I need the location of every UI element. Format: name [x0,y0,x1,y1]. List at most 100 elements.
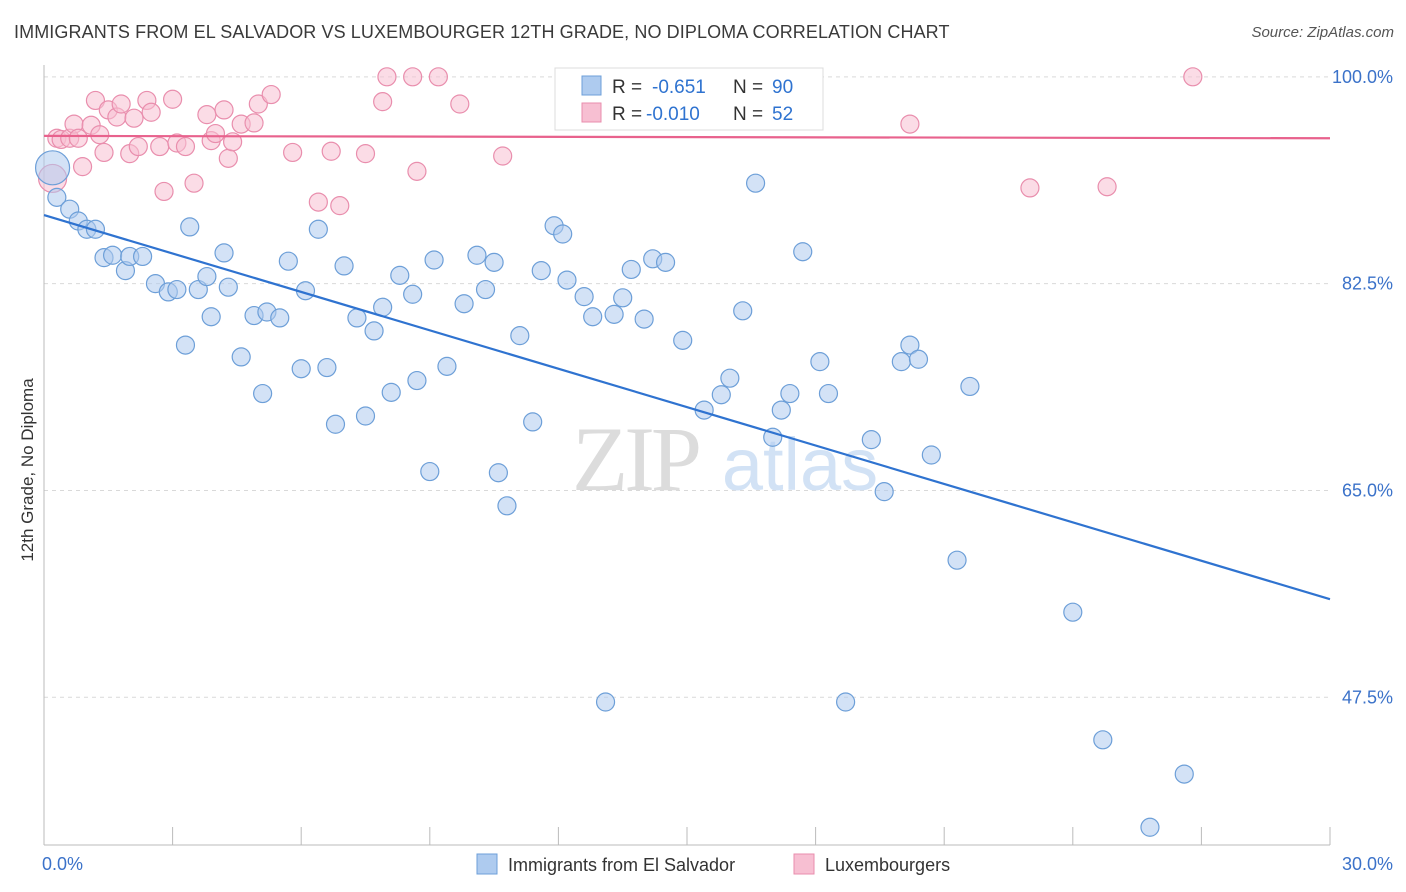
point-el-salvador-87 [1093,730,1113,750]
point-el-salvador-56 [574,287,594,307]
stats-n-value-pink: 52 [772,104,793,125]
point-luxembourgers-28 [214,100,234,120]
point-luxembourgers-18 [141,102,161,122]
point-el-salvador-83 [921,445,941,465]
point-el-salvador-26 [278,251,298,271]
stats-swatch-pink [581,102,602,123]
stats-n-value-blue: 90 [772,77,793,98]
point-el-salvador-25 [270,308,290,328]
point-luxembourgers-8 [85,90,106,111]
point-el-salvador-27 [291,359,311,379]
trend-line-luxembourgers [43,134,1331,140]
y-tick-label-0: 47.5% [1342,687,1393,707]
point-luxembourgers-37 [321,141,341,161]
point-el-salvador-30 [317,357,337,378]
point-luxembourgers-49 [1097,177,1117,197]
point-el-salvador-41 [420,461,440,482]
point-el-salvador-64 [655,252,676,272]
point-el-salvador-72 [771,400,791,420]
point-luxembourgers-24 [184,173,204,193]
legend-label-blue: Immigrants from El Salvador [508,855,735,875]
point-el-salvador-38 [390,265,410,285]
point-el-salvador-75 [810,352,830,372]
point-luxembourgers-46 [493,146,513,166]
point-el-salvador-55 [557,270,577,290]
point-el-salvador-54 [553,224,573,244]
point-el-salvador-82 [908,349,929,369]
source-credit: Source: ZipAtlas.com [1251,24,1394,41]
stats-n-label-pink: N = [733,104,763,125]
point-el-salvador-71 [763,427,783,447]
point-luxembourgers-42 [403,67,423,87]
series-luxembourgers [37,67,1203,216]
point-el-salvador-31 [325,414,346,434]
point-luxembourgers-43 [407,161,427,181]
point-luxembourgers-20 [154,181,174,202]
stats-swatch-blue [581,75,602,96]
point-luxembourgers-19 [150,136,170,157]
point-el-salvador-59 [604,304,624,324]
point-luxembourgers-29 [218,148,238,168]
point-luxembourgers-44 [428,67,448,87]
point-luxembourgers-25 [197,105,217,125]
point-el-salvador-21 [231,347,251,367]
stats-r-value-blue: -0.651 [652,77,706,98]
point-el-salvador-29 [308,219,328,239]
point-el-salvador-45 [467,245,487,265]
series-legend: Immigrants from El Salvador Luxembourger… [476,853,950,875]
point-el-salvador-86 [1063,602,1083,622]
point-el-salvador-15 [175,335,196,355]
point-el-salvador-49 [497,496,517,516]
point-el-salvador-79 [874,482,894,502]
point-el-salvador-18 [201,307,221,327]
axes [43,65,1331,846]
point-el-salvador-88 [1140,817,1160,837]
point-el-salvador-57 [583,307,603,327]
point-el-salvador-61 [621,259,641,280]
point-el-salvador-33 [347,308,367,328]
point-el-salvador-10 [132,246,153,267]
point-luxembourgers-21 [163,89,183,109]
point-luxembourgers-9 [90,125,110,145]
stats-n-label-blue: N = [733,77,763,98]
point-el-salvador-58 [595,692,616,712]
point-el-salvador-67 [711,385,731,405]
point-luxembourgers-40 [373,92,393,112]
trend-lines [43,134,1331,601]
point-el-salvador-43 [437,356,457,376]
point-el-salvador-5 [85,219,106,239]
point-el-salvador-47 [484,252,504,272]
point-el-salvador-89 [1174,764,1194,784]
point-el-salvador-48 [488,463,508,483]
gridlines [44,76,1330,698]
point-luxembourgers-45 [450,94,470,114]
point-el-salvador-13 [167,279,187,300]
point-el-salvador-50 [510,326,530,346]
point-luxembourgers-13 [111,94,131,114]
y-tick-label-2: 82.5% [1342,274,1393,294]
point-luxembourgers-23 [175,136,196,157]
point-el-salvador-65 [673,330,693,350]
point-luxembourgers-47 [900,114,920,134]
y-tick-label-1: 65.0% [1342,480,1393,500]
stats-r-label-blue: R = [612,77,642,98]
stats-legend: R = -0.651 N = 90 R = -0.010 N = 52 [554,67,824,131]
point-luxembourgers-32 [244,113,264,133]
point-luxembourgers-5 [68,128,88,148]
point-el-salvador-60 [613,288,633,308]
point-el-salvador-85 [960,376,980,397]
point-luxembourgers-16 [128,136,148,157]
point-luxembourgers-33 [248,94,268,114]
point-el-salvador-51 [523,412,543,432]
point-el-salvador-39 [403,284,423,304]
point-el-salvador-78 [861,430,881,450]
point-el-salvador-0 [34,150,71,186]
trend-line-el-salvador [43,214,1331,601]
point-el-salvador-70 [745,173,766,193]
point-el-salvador-69 [733,301,753,321]
y-tick-label-3: 100.0% [1332,67,1393,87]
point-luxembourgers-50 [1183,67,1203,87]
legend-label-pink: Luxembourgers [825,855,950,875]
point-luxembourgers-41 [377,67,397,87]
